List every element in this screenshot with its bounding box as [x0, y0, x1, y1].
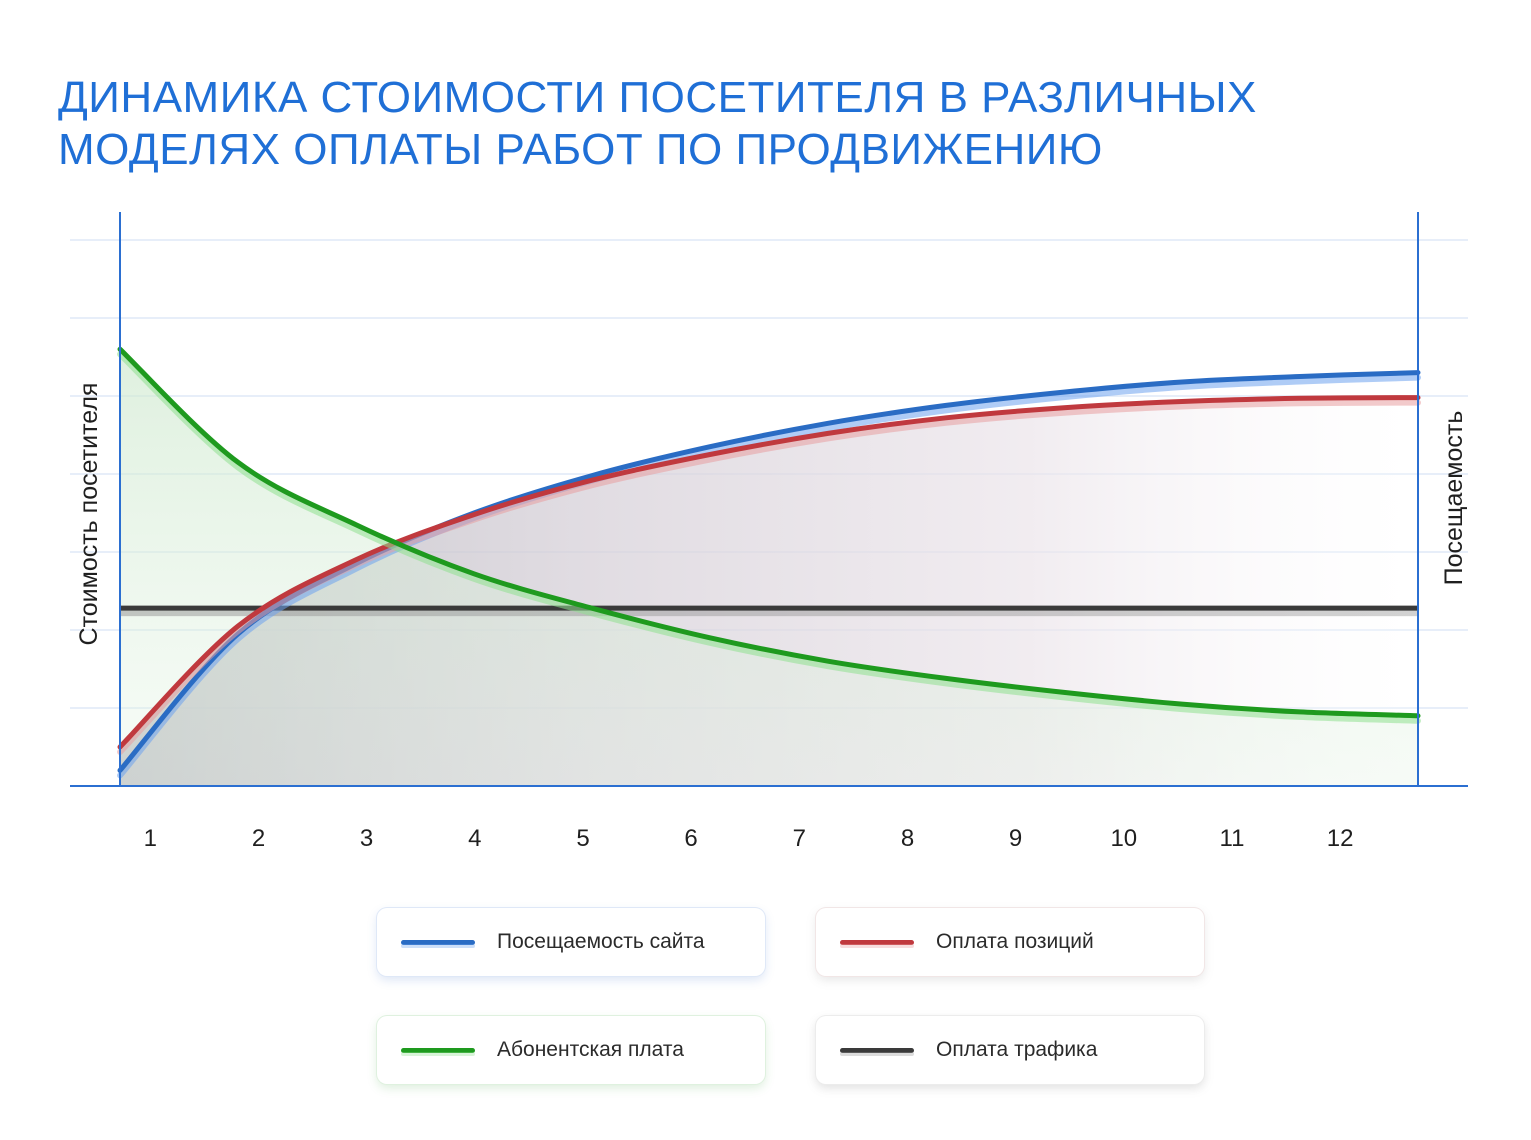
y-axis-label-left: Стоимость посетителя — [75, 383, 103, 646]
x-tick-label: 6 — [684, 825, 697, 852]
legend-label: Оплата позиций — [936, 930, 1094, 953]
legend-item: Оплата трафика — [816, 1016, 1204, 1084]
legend-label: Абонентская плата — [497, 1038, 684, 1061]
chart-title-line-1: ДИНАМИКА СТОИМОСТИ ПОСЕТИТЕЛЯ В РАЗЛИЧНЫ… — [58, 73, 1257, 122]
series-line-subscription-glow — [117, 351, 1421, 724]
legend-label: Посещаемость сайта — [497, 930, 705, 953]
x-tick-label: 12 — [1327, 825, 1354, 852]
area-fills — [120, 349, 1418, 786]
series-lines — [117, 346, 1421, 779]
area-fill-subscription — [120, 349, 1418, 786]
y-axis-label-right: Посещаемость — [1440, 411, 1468, 586]
x-tick-label: 1 — [144, 825, 157, 852]
x-tick-label: 10 — [1110, 825, 1137, 852]
x-tick-label: 2 — [252, 825, 265, 852]
legend-swatch — [840, 1048, 914, 1056]
x-tick-label: 8 — [901, 825, 914, 852]
legend-item: Посещаемость сайта — [377, 908, 765, 976]
x-tick-label: 4 — [468, 825, 481, 852]
legend-item: Оплата позиций — [816, 908, 1204, 976]
series-line-subscription — [117, 346, 1421, 719]
chart-title-line-2: МОДЕЛЯХ ОПЛАТЫ РАБОТ ПО ПРОДВИЖЕНИЮ — [58, 125, 1103, 174]
legend-item: Абонентская плата — [377, 1016, 765, 1084]
series-line-positions — [117, 395, 1421, 750]
legend-swatch — [840, 940, 914, 948]
x-tick-label: 3 — [360, 825, 373, 852]
chart-title: ДИНАМИКА СТОИМОСТИ ПОСЕТИТЕЛЯ В РАЗЛИЧНЫ… — [58, 72, 1358, 176]
x-tick-label: 9 — [1009, 825, 1022, 852]
series-line-site-traffic-glow — [117, 374, 1421, 779]
x-tick-label: 11 — [1220, 825, 1245, 852]
legend-swatch — [401, 940, 475, 948]
legend-label: Оплата трафика — [936, 1038, 1098, 1061]
x-tick-label: 5 — [576, 825, 589, 852]
traffic-band — [120, 608, 1418, 617]
legend-swatch — [401, 1048, 475, 1056]
axes — [70, 212, 1468, 787]
x-tick-labels: 1 2 3 4 5 6 7 8 9 10 11 12 — [144, 825, 1354, 852]
series-line-positions-glow — [117, 399, 1421, 755]
x-tick-label: 7 — [793, 825, 806, 852]
